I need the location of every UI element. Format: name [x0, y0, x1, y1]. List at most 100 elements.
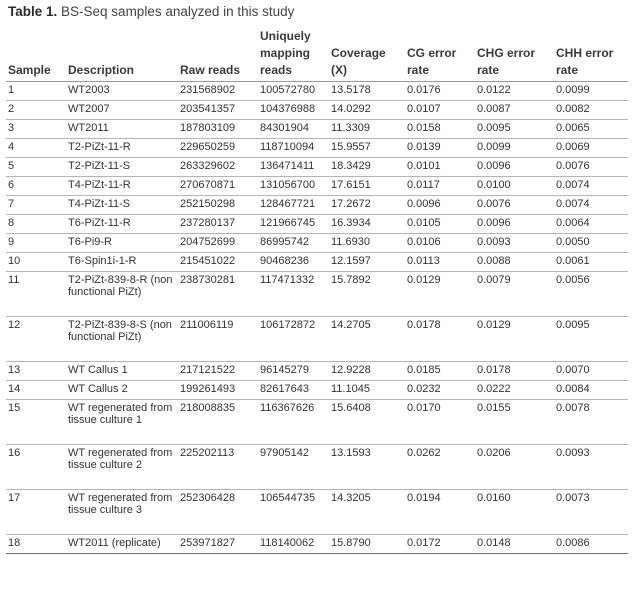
description-cell: WT Callus 1: [66, 361, 178, 381]
unique-reads-cell: 117471332: [258, 271, 329, 317]
sample-cell: 1: [6, 81, 66, 101]
chh-error-cell: 0.0069: [554, 138, 628, 158]
cg-error-cell: 0.0117: [405, 176, 475, 196]
cg-error-cell: 0.0185: [405, 361, 475, 381]
table-row: 17 WT regenerated from tissue culture 3 25…: [6, 489, 628, 535]
coverage-cell: 18.3429: [329, 157, 405, 177]
unique-reads-cell: 97905142: [258, 444, 329, 490]
chg-error-cell: 0.0095: [475, 119, 554, 139]
column-header-line: Uniquely: [260, 29, 311, 43]
cg-error-cell: 0.0262: [405, 444, 475, 490]
coverage-cell: 11.3309: [329, 119, 405, 139]
coverage-cell: 17.2672: [329, 195, 405, 215]
column-header-line: rate: [556, 63, 579, 77]
description-cell: WT Callus 2: [66, 380, 178, 400]
samples-table: Sample Description Raw reads Uniquely mappin…: [6, 28, 628, 554]
table-row: 12 T2-PiZt-839-8-S (non functional PiZt) 2…: [6, 316, 628, 362]
coverage-cell: 17.6151: [329, 176, 405, 196]
raw-reads-cell: 217121522: [178, 361, 258, 381]
chh-error-cell: 0.0086: [554, 534, 628, 554]
table-row: 15 WT regenerated from tissue culture 1 21…: [6, 399, 628, 445]
column-header-line: rate: [407, 63, 430, 77]
unique-reads-cell: 106172872: [258, 316, 329, 362]
chh-error-cell: 0.0076: [554, 157, 628, 177]
sample-cell: 8: [6, 214, 66, 234]
table-body: 1 WT2003 231568902 100572780 13.5178 0.0176 0.…: [6, 81, 628, 554]
unique-reads-cell: 118710094: [258, 138, 329, 158]
chh-error-cell: 0.0093: [554, 444, 628, 490]
cg-error-cell: 0.0113: [405, 252, 475, 272]
unique-reads-cell: 121966745: [258, 214, 329, 234]
table-caption: Table 1. BS-Seq samples analyzed in this…: [8, 4, 294, 20]
raw-reads-cell: 238730281: [178, 271, 258, 317]
unique-reads-cell: 82617643: [258, 380, 329, 400]
chg-error-cell: 0.0100: [475, 176, 554, 196]
column-header-line: Raw reads: [180, 63, 241, 77]
raw-reads-cell: 253971827: [178, 534, 258, 554]
sample-cell: 18: [6, 534, 66, 554]
raw-reads-cell: 252306428: [178, 489, 258, 535]
coverage-cell: 15.8790: [329, 534, 405, 554]
description-cell: WT regenerated from tissue culture 2: [66, 444, 178, 490]
table-row: 4 T2-PiZt-11-R 229650259 118710094 15.9557 0.…: [6, 138, 628, 158]
column-header-line: mapping: [260, 46, 310, 60]
unique-reads-cell: 116367626: [258, 399, 329, 445]
sample-cell: 16: [6, 444, 66, 490]
table-row: 11 T2-PiZt-839-8-R (non functional PiZt) 2…: [6, 271, 628, 317]
column-header-sample: Sample: [6, 28, 66, 82]
unique-reads-cell: 106544735: [258, 489, 329, 535]
cg-error-cell: 0.0194: [405, 489, 475, 535]
chh-error-cell: 0.0070: [554, 361, 628, 381]
chg-error-cell: 0.0178: [475, 361, 554, 381]
chg-error-cell: 0.0096: [475, 157, 554, 177]
coverage-cell: 15.7892: [329, 271, 405, 317]
raw-reads-cell: 263329602: [178, 157, 258, 177]
table-row: 7 T4-PiZt-11-S 252150298 128467721 17.2672 0.…: [6, 195, 628, 215]
unique-reads-cell: 84301904: [258, 119, 329, 139]
description-cell: T2-PiZt-839-8-S (non functional PiZt): [66, 316, 178, 362]
sample-cell: 3: [6, 119, 66, 139]
table-row: 1 WT2003 231568902 100572780 13.5178 0.0176 0.…: [6, 81, 628, 101]
chg-error-cell: 0.0222: [475, 380, 554, 400]
coverage-cell: 16.3934: [329, 214, 405, 234]
sample-cell: 17: [6, 489, 66, 535]
column-header-line: reads: [260, 63, 293, 77]
sample-cell: 7: [6, 195, 66, 215]
column-header-chg-error-rate: CHG error rate: [475, 28, 554, 82]
sample-cell: 4: [6, 138, 66, 158]
coverage-cell: 13.5178: [329, 81, 405, 101]
chh-error-cell: 0.0099: [554, 81, 628, 101]
description-cell: WT2011: [66, 119, 178, 139]
table-row: 2 WT2007 203541357 104376988 14.0292 0.0107 0.…: [6, 100, 628, 120]
raw-reads-cell: 231568902: [178, 81, 258, 101]
column-header-raw-reads: Raw reads: [178, 28, 258, 82]
raw-reads-cell: 252150298: [178, 195, 258, 215]
description-cell: WT2003: [66, 81, 178, 101]
raw-reads-cell: 218008835: [178, 399, 258, 445]
cg-error-cell: 0.0170: [405, 399, 475, 445]
chg-error-cell: 0.0079: [475, 271, 554, 317]
column-header-description: Description: [66, 28, 178, 82]
raw-reads-cell: 203541357: [178, 100, 258, 120]
cg-error-cell: 0.0139: [405, 138, 475, 158]
unique-reads-cell: 118140062: [258, 534, 329, 554]
unique-reads-cell: 104376988: [258, 100, 329, 120]
chh-error-cell: 0.0074: [554, 176, 628, 196]
description-cell: T4-PiZt-11-R: [66, 176, 178, 196]
cg-error-cell: 0.0158: [405, 119, 475, 139]
description-cell: T6-Pi9-R: [66, 233, 178, 253]
table-row: 9 T6-Pi9-R 204752699 86995742 11.6930 0.0106 0…: [6, 233, 628, 253]
table-header-row: Sample Description Raw reads Uniquely mappin…: [6, 28, 628, 82]
chg-error-cell: 0.0160: [475, 489, 554, 535]
chh-error-cell: 0.0050: [554, 233, 628, 253]
unique-reads-cell: 96145279: [258, 361, 329, 381]
chg-error-cell: 0.0155: [475, 399, 554, 445]
description-cell: T6-PiZt-11-R: [66, 214, 178, 234]
unique-reads-cell: 86995742: [258, 233, 329, 253]
chg-error-cell: 0.0129: [475, 316, 554, 362]
coverage-cell: 14.2705: [329, 316, 405, 362]
sample-cell: 11: [6, 271, 66, 317]
chg-error-cell: 0.0088: [475, 252, 554, 272]
column-header-line: Coverage: [331, 46, 386, 60]
cg-error-cell: 0.0176: [405, 81, 475, 101]
